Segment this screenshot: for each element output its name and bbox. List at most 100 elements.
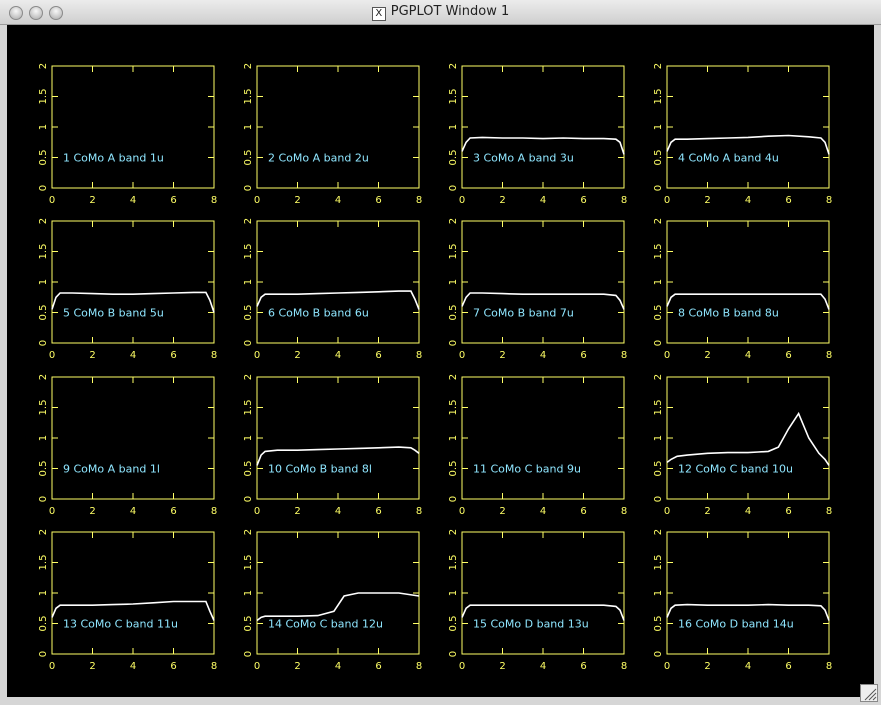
y-tick-label: 2 xyxy=(243,529,254,535)
y-tick-label: 1 xyxy=(38,435,49,441)
y-tick-label: 1.5 xyxy=(38,244,49,260)
y-tick-label: 2 xyxy=(448,63,459,69)
y-tick-label: 0 xyxy=(448,651,459,657)
x-tick-label: 2 xyxy=(499,506,505,517)
x-tick-label: 2 xyxy=(89,506,95,517)
x-tick-label: 8 xyxy=(211,350,217,361)
y-tick-label: 1 xyxy=(653,590,664,596)
y-tick-label: 1 xyxy=(448,124,459,130)
y-tick-label: 0.5 xyxy=(243,305,254,321)
x-tick-label: 8 xyxy=(211,661,217,672)
y-tick-label: 1 xyxy=(653,124,664,130)
panel: 0 2 4 6 8 0 0.5 1 1.5 2 15 CoMo D band 13u xyxy=(448,529,627,672)
panel: 0 2 4 6 8 0 0.5 1 1.5 2 5 CoMo B band 5u xyxy=(38,218,217,361)
x-tick-label: 0 xyxy=(459,195,465,206)
x-tick-label: 2 xyxy=(294,350,300,361)
x-tick-label: 4 xyxy=(745,350,751,361)
y-tick-label: 1 xyxy=(243,435,254,441)
y-tick-label: 0 xyxy=(448,496,459,502)
y-tick-label: 1.5 xyxy=(448,555,459,571)
x-tick-label: 6 xyxy=(170,506,176,517)
data-line xyxy=(461,604,625,621)
x-tick-label: 4 xyxy=(130,350,136,361)
y-tick-label: 1.5 xyxy=(448,89,459,105)
x-tick-label: 8 xyxy=(826,506,832,517)
y-tick-label: 1 xyxy=(448,590,459,596)
close-button[interactable] xyxy=(9,6,23,20)
x-tick-label: 8 xyxy=(416,350,422,361)
y-tick-label: 2 xyxy=(243,63,254,69)
panel-label: 12 CoMo C band 10u xyxy=(678,463,793,476)
zoom-button[interactable] xyxy=(49,6,63,20)
data-line xyxy=(51,600,215,621)
title-bar: X PGPLOT Window 1 xyxy=(0,0,881,25)
y-tick-label: 2 xyxy=(448,218,459,224)
panel: 0 2 4 6 8 0 0.5 1 1.5 2 9 CoMo A band 1l xyxy=(38,374,217,517)
panel-label: 7 CoMo B band 7u xyxy=(473,307,574,320)
x-tick-label: 4 xyxy=(745,661,751,672)
x-tick-label: 4 xyxy=(540,350,546,361)
y-tick-label: 2 xyxy=(38,218,49,224)
x-tick-label: 2 xyxy=(89,195,95,206)
y-tick-label: 0.5 xyxy=(448,305,459,321)
x-tick-label: 6 xyxy=(785,661,791,672)
x-tick-label: 0 xyxy=(49,506,55,517)
x-tick-label: 6 xyxy=(785,350,791,361)
y-tick-label: 0.5 xyxy=(653,461,664,477)
y-tick-label: 0 xyxy=(448,340,459,346)
y-tick-label: 1.5 xyxy=(243,89,254,105)
x-tick-label: 2 xyxy=(499,195,505,206)
x-tick-label: 2 xyxy=(704,661,710,672)
y-tick-label: 0.5 xyxy=(653,305,664,321)
x-tick-label: 8 xyxy=(621,506,627,517)
x-tick-label: 6 xyxy=(580,506,586,517)
y-tick-label: 0.5 xyxy=(243,461,254,477)
y-tick-label: 0 xyxy=(448,185,459,191)
y-tick-label: 0 xyxy=(243,496,254,502)
minimize-button[interactable] xyxy=(29,6,43,20)
x-tick-label: 6 xyxy=(170,195,176,206)
y-tick-label: 1 xyxy=(448,279,459,285)
x-tick-label: 6 xyxy=(375,350,381,361)
x-tick-label: 4 xyxy=(335,506,341,517)
y-tick-label: 2 xyxy=(653,374,664,380)
panel: 0 2 4 6 8 0 0.5 1 1.5 2 4 CoMo A band 4u xyxy=(653,63,832,206)
canvas-background xyxy=(7,25,874,697)
x-tick-label: 4 xyxy=(130,195,136,206)
x-tick-label: 8 xyxy=(416,661,422,672)
panel: 0 2 4 6 8 0 0.5 1 1.5 2 3 CoMo A band 3u xyxy=(448,63,627,206)
y-tick-label: 0.5 xyxy=(448,150,459,166)
x-tick-label: 2 xyxy=(294,506,300,517)
panel: 0 2 4 6 8 0 0.5 1 1.5 2 1 CoMo A band 1u xyxy=(38,63,217,206)
x-tick-label: 6 xyxy=(785,506,791,517)
y-tick-label: 2 xyxy=(243,218,254,224)
y-tick-label: 0.5 xyxy=(38,305,49,321)
y-tick-label: 0 xyxy=(243,340,254,346)
pgplot-canvas: 0 2 4 6 8 0 0.5 1 1.5 2 1 CoMo A band 1u 0 2 4 6 8 0 0.5 1… xyxy=(7,25,874,697)
panel-label: 1 CoMo A band 1u xyxy=(63,152,164,165)
x-tick-label: 4 xyxy=(745,506,751,517)
data-line xyxy=(461,292,625,310)
x-tick-label: 0 xyxy=(49,350,55,361)
x-tick-label: 4 xyxy=(335,661,341,672)
x-tick-label: 0 xyxy=(254,195,260,206)
y-tick-label: 1 xyxy=(38,124,49,130)
x-tick-label: 4 xyxy=(745,195,751,206)
y-tick-label: 0.5 xyxy=(243,616,254,632)
resize-grip[interactable] xyxy=(860,684,878,702)
y-tick-label: 2 xyxy=(653,218,664,224)
panel: 0 2 4 6 8 0 0.5 1 1.5 2 8 CoMo B band 8u xyxy=(653,218,832,361)
y-tick-label: 2 xyxy=(243,374,254,380)
panel: 0 2 4 6 8 0 0.5 1 1.5 2 12 CoMo C band 10u xyxy=(653,374,832,517)
y-tick-label: 1.5 xyxy=(38,400,49,416)
y-tick-label: 0 xyxy=(38,340,49,346)
x-tick-label: 0 xyxy=(664,195,670,206)
panel-label: 8 CoMo B band 8u xyxy=(678,307,779,320)
y-tick-label: 1.5 xyxy=(448,244,459,260)
y-tick-label: 1.5 xyxy=(243,555,254,571)
x-tick-label: 0 xyxy=(459,350,465,361)
y-tick-label: 2 xyxy=(38,529,49,535)
y-tick-label: 2 xyxy=(38,374,49,380)
y-tick-label: 1.5 xyxy=(243,400,254,416)
x-tick-label: 2 xyxy=(704,506,710,517)
